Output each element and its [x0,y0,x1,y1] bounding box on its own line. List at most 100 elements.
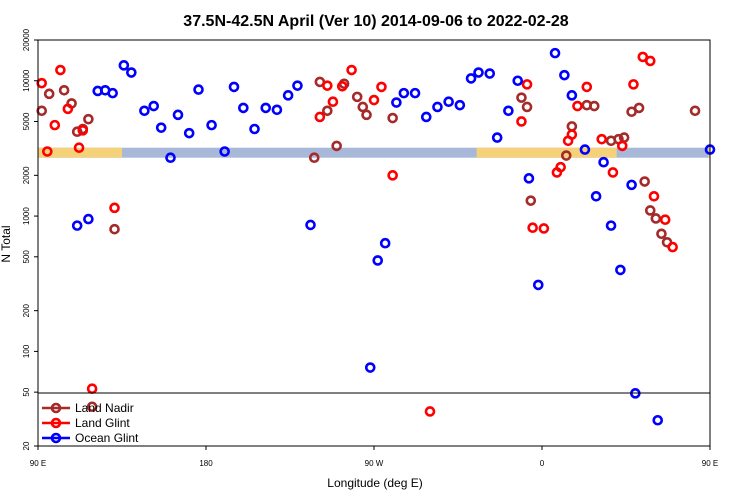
data-point [626,179,637,191]
data-point [560,150,572,161]
x-tick-label: 180 [199,459,213,468]
data-point [420,111,432,123]
data-point [42,146,53,157]
y-tick-label: 20000 [22,28,31,51]
y-tick-label: 10000 [22,69,31,92]
data-point [473,67,484,78]
y-tick-label: 5000 [22,112,31,130]
data-point [656,228,667,240]
data-point [615,264,626,276]
map-strip [38,147,710,158]
data-point [228,81,240,93]
data-point [559,69,570,81]
data-point [639,176,650,187]
data-point [572,100,583,112]
legend-marker [50,402,62,414]
legend-label: Land Nadir [75,401,134,415]
legend-label: Ocean Glint [75,431,139,445]
data-point [77,125,89,136]
data-point [648,190,660,202]
data-point [238,102,249,114]
data-points [36,47,716,426]
data-point [305,219,316,231]
data-point [516,92,527,103]
data-point [650,213,662,224]
data-point [346,64,357,76]
data-point [512,75,524,87]
x-tick-label: 0 [540,459,545,468]
data-point [292,80,303,91]
data-point [527,222,538,234]
data-point [491,132,503,143]
y-axis: 20 50 100 200 500 1000 2000 5000 10000 20000 [22,28,38,450]
data-point [503,105,514,117]
x-tick-label: 90 E [30,459,46,468]
data-point [206,119,217,131]
data-point [62,103,74,115]
x-axis: 90 E 180 90 W 0 90 E [30,446,718,468]
data-point [667,241,678,253]
data-point [538,223,550,234]
data-point [607,167,619,178]
data-point [523,173,535,184]
data-point [644,55,656,67]
data-point [532,279,544,291]
data-point [633,102,645,114]
y-tick-label: 1000 [22,207,31,225]
data-point [605,220,617,231]
data-point [652,414,664,426]
data-point [126,67,137,78]
y-tick-label: 100 [22,344,31,358]
data-point [391,97,402,108]
data-point [271,104,283,116]
data-point [260,102,272,114]
data-point [183,127,195,139]
data-point [484,68,496,79]
data-point [58,84,70,96]
y-tick-label: 500 [22,250,31,264]
data-point [118,60,130,71]
data-point [372,255,384,266]
data-point [432,101,443,113]
data-point [398,87,410,99]
data-point [107,87,118,99]
data-point [327,96,339,108]
legend-marker [50,417,62,429]
data-point [387,112,398,124]
data-point [596,133,608,145]
data-point [516,116,527,127]
data-point [364,362,376,373]
data-point [616,140,628,152]
data-point [36,105,48,117]
data-point [637,51,649,63]
x-tick-label: 90 W [365,459,384,468]
y-tick-label: 200 [22,303,31,317]
data-point [525,195,537,206]
data-point [659,214,671,226]
data-point [689,105,701,117]
data-point [376,81,387,93]
data-point [308,152,320,163]
data-point [465,73,477,84]
data-point [73,142,85,154]
data-point [549,47,561,59]
data-point [43,88,55,100]
y-tick-label: 20 [22,441,31,450]
data-point [379,237,391,249]
data-point [165,152,176,163]
data-point [555,161,566,173]
data-point [581,81,593,93]
data-point [322,105,333,117]
data-point [579,144,591,155]
data-point [322,80,333,91]
data-point [55,64,66,76]
data-point [219,146,230,157]
data-point [86,401,98,413]
land-band [476,147,617,158]
data-point [71,220,83,231]
ocean-band [38,147,710,158]
data-point [155,122,167,133]
plot-frame [37,39,711,447]
data-point [83,213,94,225]
